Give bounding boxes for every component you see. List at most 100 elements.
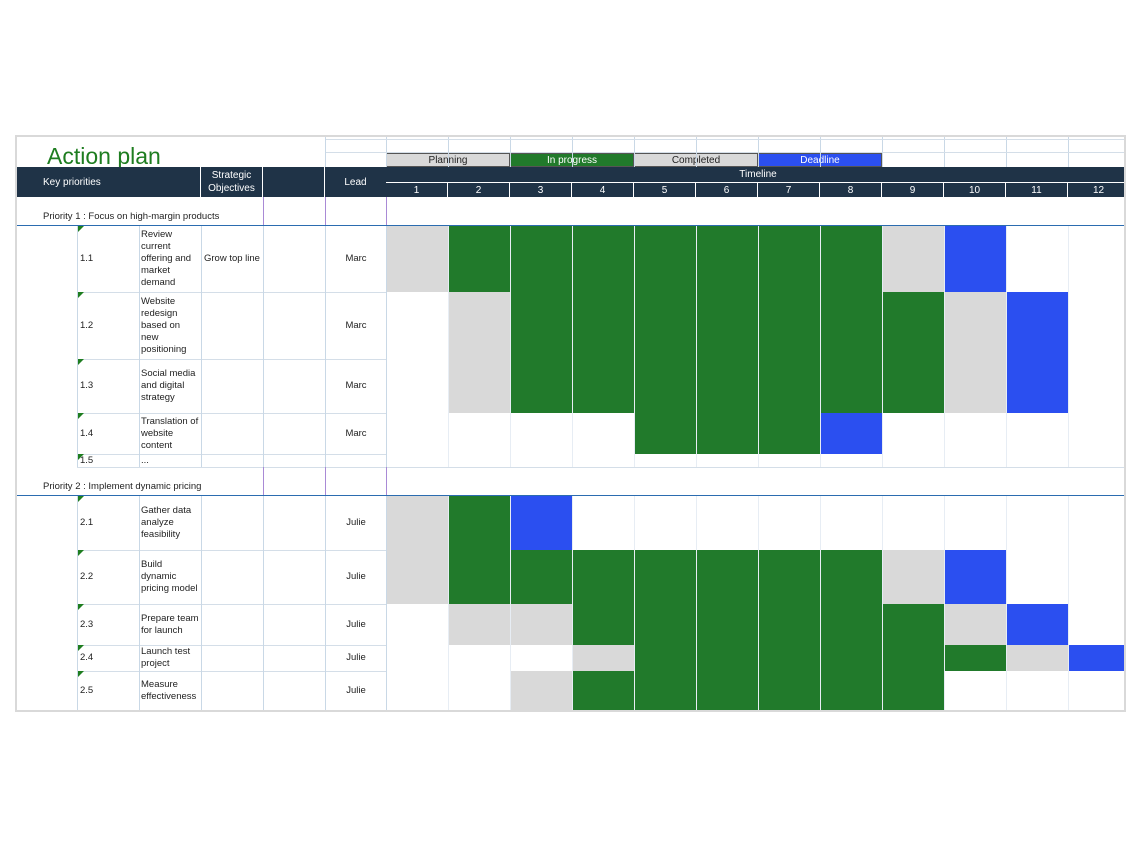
timeline-cell-10 <box>944 292 1006 359</box>
task-description: Build dynamic pricing model <box>141 559 198 594</box>
timeline-cell-6 <box>696 226 758 292</box>
timeline-cell-1 <box>386 645 448 671</box>
section-underline <box>17 225 1124 226</box>
comment-marker-icon <box>78 454 84 460</box>
timeline-cell-2 <box>448 359 510 413</box>
cell-separator <box>820 226 821 467</box>
timeline-cell-11 <box>1006 226 1068 292</box>
task-description: Launch test project <box>141 646 191 669</box>
cell-separator <box>510 226 511 467</box>
timeline-cell-6 <box>696 496 758 550</box>
timeline-cell-7 <box>758 359 820 413</box>
grid-line <box>201 496 202 710</box>
timeline-cell-10 <box>944 671 1006 710</box>
timeline-cell-6 <box>696 645 758 671</box>
task-description: Review current offering and market deman… <box>141 229 192 288</box>
timeline-cell-3 <box>510 604 572 645</box>
timeline-cell-5 <box>634 359 696 413</box>
timeline-cell-4 <box>572 604 634 645</box>
section-divider <box>263 197 264 226</box>
timeline-period-1: 1 <box>386 183 448 197</box>
cell-separator <box>696 226 697 467</box>
timeline-cell-4 <box>572 359 634 413</box>
timeline-cell-6 <box>696 413 758 454</box>
task-lead: Julie <box>346 618 366 630</box>
timeline-cell-8 <box>820 645 882 671</box>
timeline-cell-12 <box>1068 645 1124 671</box>
task-description: Gather data analyze feasibility <box>141 505 192 540</box>
timeline-cell-4 <box>572 292 634 359</box>
timeline-cell-4 <box>572 550 634 604</box>
task-description: Social media and digital strategy <box>141 368 196 403</box>
timeline-cell-5 <box>634 413 696 454</box>
timeline-cell-3 <box>510 454 572 467</box>
task-description: Prepare team for launch <box>141 612 199 636</box>
task-lead <box>325 454 387 467</box>
cell-separator <box>572 226 573 467</box>
comment-marker-icon <box>78 413 84 419</box>
timeline-period-10: 10 <box>944 183 1006 197</box>
timeline-cell-11 <box>1006 359 1068 413</box>
timeline-cell-8 <box>820 413 882 454</box>
timeline-cell-5 <box>634 226 696 292</box>
timeline-cell-9 <box>882 604 944 645</box>
timeline-cell-2 <box>448 645 510 671</box>
task-lead: Julie <box>346 517 366 528</box>
task-id: 1.5 <box>80 454 94 466</box>
grid-line <box>386 496 387 710</box>
task-id: 2.1 <box>80 517 94 528</box>
timeline-cell-2 <box>448 454 510 467</box>
timeline-cell-8 <box>820 359 882 413</box>
timeline-cell-6 <box>696 292 758 359</box>
timeline-cell-8 <box>820 604 882 645</box>
task-lead: Julie <box>346 685 366 696</box>
grid-line <box>263 496 264 710</box>
timeline-cell-2 <box>448 413 510 454</box>
comment-marker-icon <box>78 550 84 556</box>
header-key-priorities: Key priorities <box>17 167 200 197</box>
timeline-cell-9 <box>882 496 944 550</box>
action-plan-sheet: Action plan PlanningIn progressCompleted… <box>15 135 1126 712</box>
timeline-cell-12 <box>1068 454 1124 467</box>
timeline-cell-5 <box>634 496 696 550</box>
timeline-cell-5 <box>634 671 696 710</box>
task-id: 2.2 <box>80 571 94 582</box>
header-strategic-objectives: Strategic Objectives <box>201 167 262 197</box>
timeline-cell-4 <box>572 671 634 710</box>
section-underline <box>17 495 1124 496</box>
cell-separator <box>882 496 883 710</box>
timeline-cell-9 <box>882 413 944 454</box>
task-lead: Julie <box>346 652 366 663</box>
timeline-cell-2 <box>448 226 510 292</box>
timeline-cell-2 <box>448 496 510 550</box>
cell-separator <box>758 496 759 710</box>
strategic-objective <box>204 413 262 454</box>
timeline-cell-7 <box>758 671 820 710</box>
strategic-objective <box>204 604 262 645</box>
timeline-cell-5 <box>634 604 696 645</box>
timeline-cell-11 <box>1006 292 1068 359</box>
timeline-cell-1 <box>386 604 448 645</box>
timeline-cell-7 <box>758 292 820 359</box>
timeline-cell-6 <box>696 604 758 645</box>
timeline-cell-12 <box>1068 671 1124 710</box>
timeline-cell-12 <box>1068 604 1124 645</box>
grid-line <box>139 496 140 710</box>
timeline-cell-2 <box>448 292 510 359</box>
timeline-cell-1 <box>386 454 448 467</box>
timeline-period-7: 7 <box>758 183 820 197</box>
grid-line <box>386 226 387 467</box>
timeline-cell-11 <box>1006 454 1068 467</box>
strategic-objective <box>204 359 262 413</box>
timeline-cell-4 <box>572 226 634 292</box>
task-id: 1.4 <box>80 427 94 439</box>
timeline-cell-3 <box>510 359 572 413</box>
grid-line <box>325 139 1124 140</box>
timeline-cell-5 <box>634 645 696 671</box>
grid-line <box>263 226 264 467</box>
timeline-cell-10 <box>944 226 1006 292</box>
timeline-cell-9 <box>882 550 944 604</box>
timeline-cell-7 <box>758 604 820 645</box>
timeline-cell-4 <box>572 413 634 454</box>
comment-marker-icon <box>78 645 84 651</box>
